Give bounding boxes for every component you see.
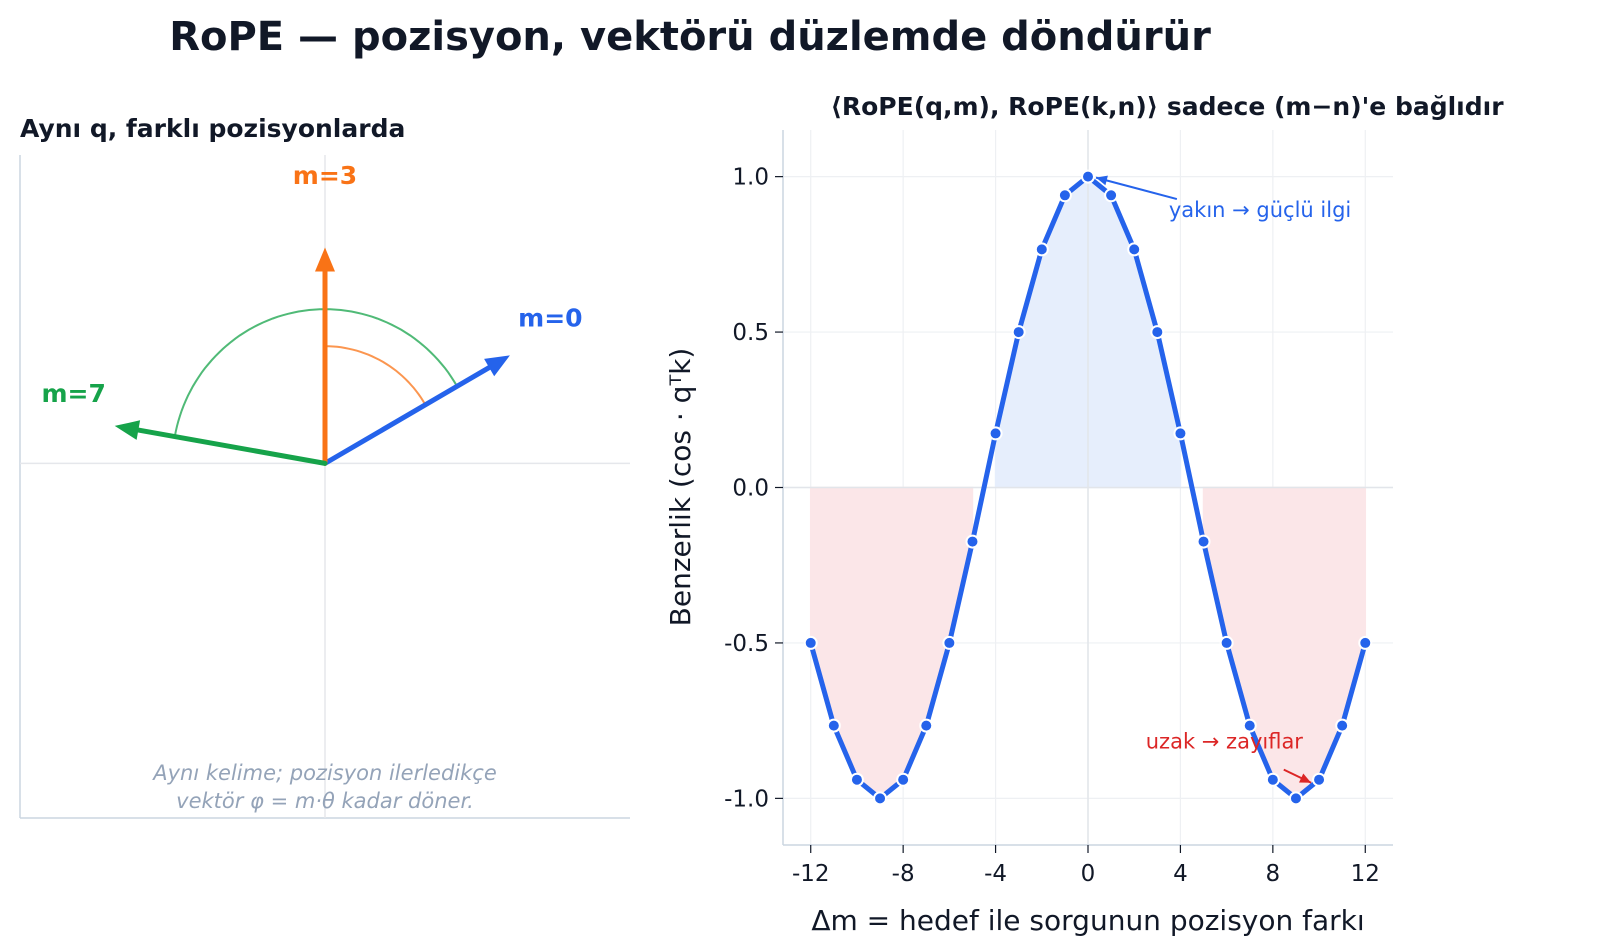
data-point <box>1127 242 1142 257</box>
y-tick-label: 0.0 <box>732 476 769 502</box>
x-tick-label: -8 <box>892 861 915 887</box>
data-point <box>919 718 934 733</box>
data-point <box>942 635 957 650</box>
data-point <box>1196 534 1211 549</box>
y-ticks: -1.0 -0.5 0.0 0.5 1.0 <box>724 165 783 812</box>
data-point <box>1173 426 1188 441</box>
page-title: RoPE — pozisyon, vektörü düzlemde döndür… <box>169 14 1211 60</box>
y-tick-label: 0.5 <box>732 320 769 346</box>
rotation-arc-0 <box>324 345 427 406</box>
x-tick-label: 8 <box>1266 861 1281 887</box>
left-note-line-2: vektör φ = m·θ kadar döner. <box>176 789 474 813</box>
vector-label-m3: m=3 <box>293 161 357 190</box>
x-tick-label: 4 <box>1173 861 1188 887</box>
similarity-series <box>803 169 1373 806</box>
vector-label-m0: m=0 <box>518 304 582 333</box>
chart-annotations: yakın → güçlü ilgi uzak → zayıflar <box>1095 175 1351 784</box>
data-point <box>873 791 888 806</box>
annotation-arrowhead-1 <box>1299 773 1312 783</box>
data-point <box>826 718 841 733</box>
vector-arrowhead-m7 <box>114 420 141 440</box>
data-point <box>1288 791 1303 806</box>
vector-shaft-m7 <box>135 427 328 466</box>
data-point <box>1011 325 1026 340</box>
y-tick-label: -1.0 <box>724 786 769 812</box>
right-panel-line-chart: ⟨RoPE(q,m), RoPE(k,n)⟩ sadece (m−n)'e ba… <box>664 92 1504 937</box>
data-point <box>1219 635 1234 650</box>
vector-shaft-m0 <box>322 365 492 466</box>
left-panel-title: Aynı q, farklı pozisyonlarda <box>20 114 405 143</box>
rotation-arcs <box>173 308 458 437</box>
annotation-text-1: uzak → zayıflar <box>1146 730 1304 754</box>
left-panel-vector-diagram: Aynı q, farklı pozisyonlarda m=0 m=3 m=7 A… <box>19 114 630 819</box>
data-point <box>1265 772 1280 787</box>
data-point <box>803 635 818 650</box>
data-point <box>1104 188 1119 203</box>
y-axis-label: Benzerlik (cos · qᵀk) <box>664 348 697 627</box>
annotation-text-0: yakın → güçlü ilgi <box>1169 198 1351 222</box>
vector-arrowhead-m0 <box>484 355 510 377</box>
data-point <box>1150 325 1165 340</box>
data-point <box>896 772 911 787</box>
data-point <box>1312 772 1327 787</box>
data-point <box>1057 188 1072 203</box>
data-point <box>1081 169 1095 184</box>
data-point <box>1358 635 1373 650</box>
data-point <box>849 772 864 787</box>
y-tick-label: 1.0 <box>732 165 769 191</box>
x-tick-label: 12 <box>1351 861 1380 887</box>
annotation-arrowhead-0 <box>1096 175 1108 186</box>
data-point <box>1242 718 1257 733</box>
x-tick-label: -4 <box>984 861 1007 887</box>
zero-line-group <box>783 130 1393 845</box>
vector-label-m7: m=7 <box>42 379 106 408</box>
rotation-arc-1 <box>173 308 458 437</box>
x-ticks: -12 -8 -4 0 4 8 12 <box>792 845 1380 887</box>
x-tick-label: 0 <box>1081 861 1096 887</box>
right-panel-title: ⟨RoPE(q,m), RoPE(k,n)⟩ sadece (m−n)'e ba… <box>830 92 1504 121</box>
data-point <box>965 534 980 549</box>
x-tick-label: -12 <box>792 861 830 887</box>
rotated-vectors: m=0 m=3 m=7 <box>42 161 583 466</box>
x-axis-label: Δm = hedef ile sorgunun pozisyon farkı <box>811 904 1364 937</box>
left-note-line-1: Aynı kelime; pozisyon ilerledikçe <box>151 761 497 785</box>
annotation-arrow-line-0 <box>1095 176 1178 201</box>
data-point <box>1034 242 1049 257</box>
vector-arrowhead-m3 <box>315 247 335 272</box>
data-point <box>988 426 1003 441</box>
y-tick-label: -0.5 <box>724 631 769 657</box>
data-point <box>1335 718 1350 733</box>
